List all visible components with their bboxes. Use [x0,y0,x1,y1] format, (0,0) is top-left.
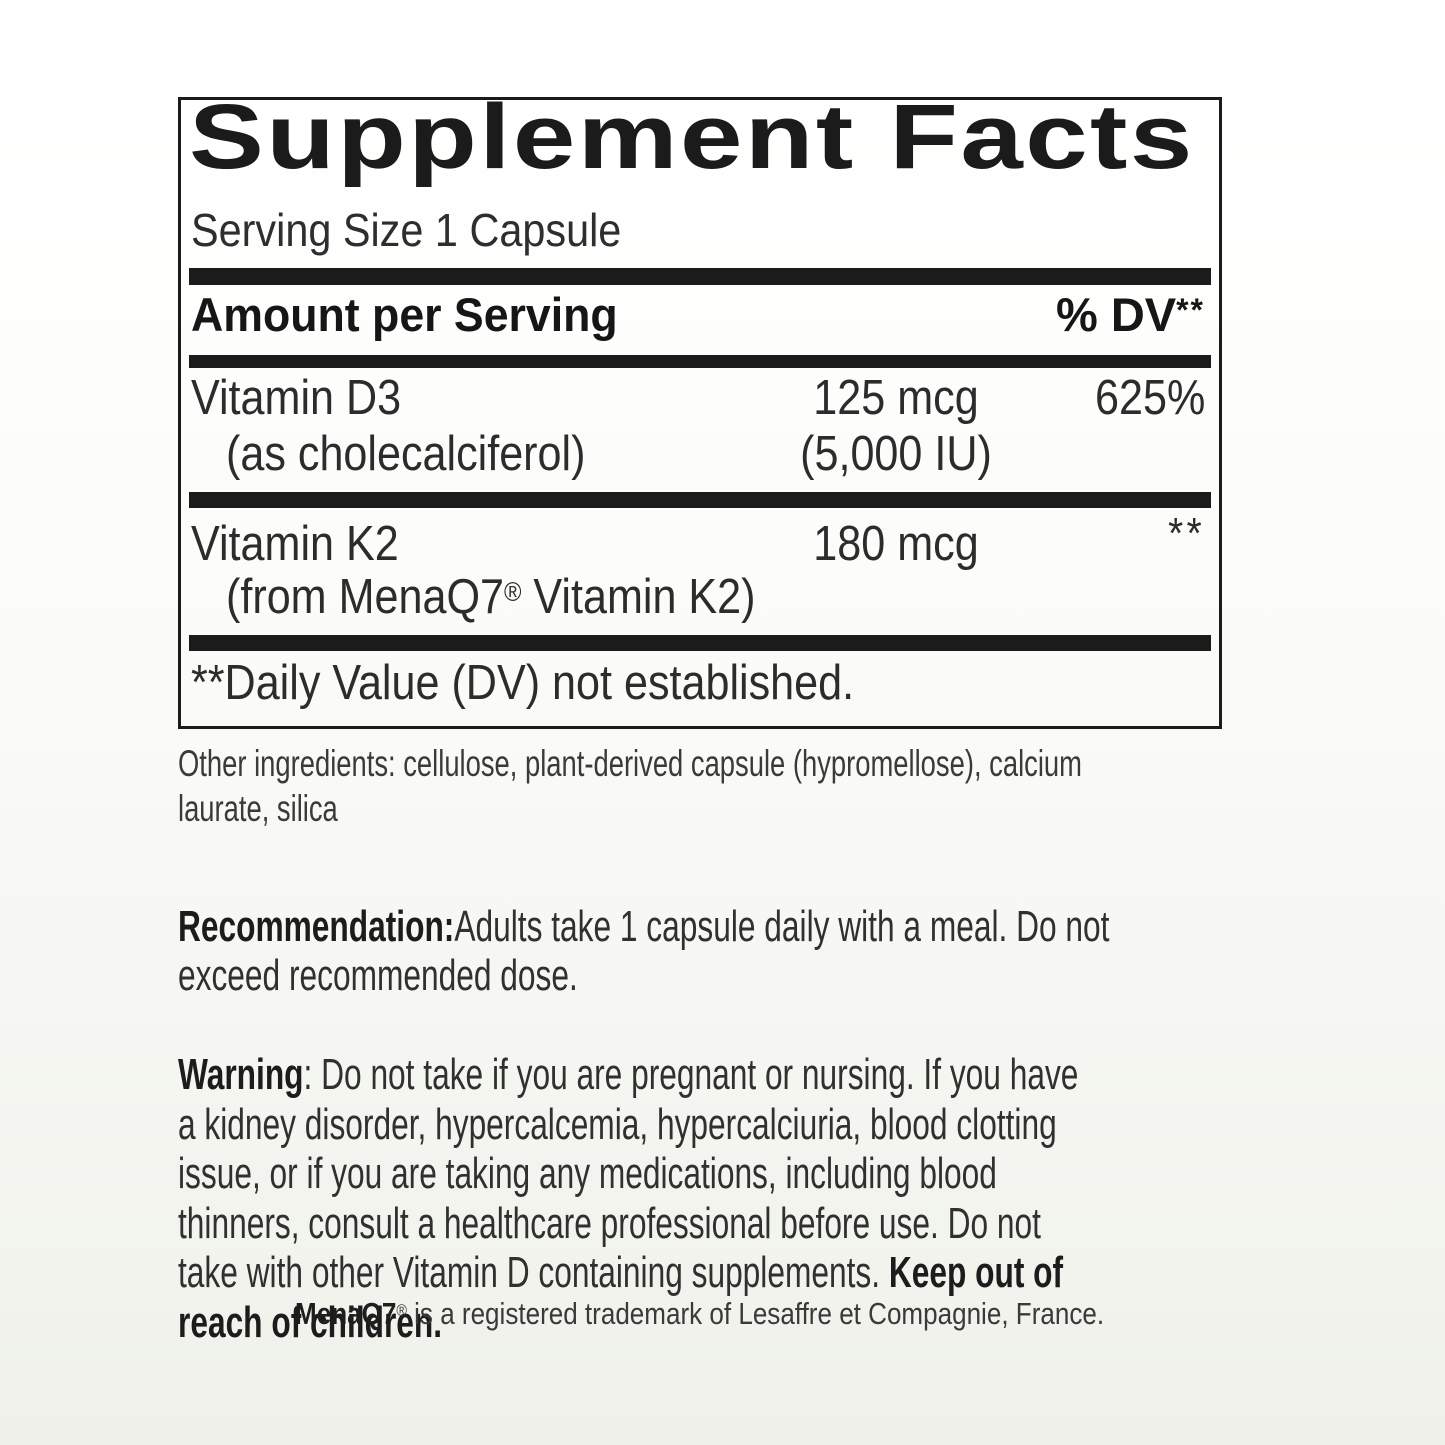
amount-per-serving-header: Amount per Serving [191,288,618,341]
nutrient-name: Vitamin K2 [191,517,399,571]
nutrient-amount: 180 mcg [813,517,979,571]
divider-between-rows [189,492,1211,508]
divider-thick-top [189,268,1211,285]
trademark-brand: MenaQ7 [295,1296,397,1331]
serving-size: Serving Size 1 Capsule [191,204,622,256]
registered-trademark-symbol: ® [396,1301,408,1321]
row-vitamin-d3-detail: (as cholecalciferol) (5,000 IU) [191,426,1205,482]
dv-footnote: **Daily Value (DV) not established. [191,656,855,710]
row-vitamin-k2-detail: (from MenaQ7® Vitamin K2) [191,569,1205,625]
divider-above-footnote [189,635,1211,651]
column-header-row: Amount per Serving % DV** [191,287,1205,343]
divider-under-header [189,355,1211,368]
nutrient-amount: 125 mcg [813,371,979,425]
registered-trademark-symbol: ® [503,576,522,607]
trademark-text: is a registered trademark of Lesaffre et… [407,1296,1105,1331]
nutrient-amount-alt: (5,000 IU) [800,427,992,481]
panel-title: Supplement Facts [189,86,1195,188]
nutrient-dv: 625% [1094,371,1205,425]
trademark-attribution: MenaQ7® is a registered trademark of Les… [178,1296,1222,1337]
supplement-facts-panel: Supplement Facts Serving Size 1 Capsule … [178,89,1222,729]
other-ingredients: Other ingredients: cellulose, plant-deri… [178,743,1082,829]
warning-paragraph: Warning: Do not take if you are pregnant… [178,1050,1330,1347]
recommendation-label: Recommendation: [178,901,455,951]
nutrient-name: Vitamin D3 [191,371,402,425]
warning-label: Warning [178,1050,304,1099]
row-vitamin-d3: Vitamin D3 125 mcg 625% [191,370,1205,426]
nutrient-source: (as cholecalciferol) [226,427,586,481]
warning-bold-tail: Keep out of reach of children. [178,1248,1064,1347]
nutrient-source: (from MenaQ7® Vitamin K2) [226,570,756,624]
recommendation-text: Adults take 1 capsule daily with a meal.… [178,901,1110,1001]
warning-text: : Do not take if you are pregnant or nur… [178,1050,1079,1297]
recommendation-paragraph: Recommendation:Adults take 1 capsule dai… [178,902,1330,1001]
percent-dv-header: % DV** [1055,288,1205,341]
nutrient-dv-footnote-marker: ** [1167,509,1205,558]
usage-text-block: Recommendation:Adults take 1 capsule dai… [178,852,1330,1397]
row-vitamin-k2: Vitamin K2 180 mcg ** [191,509,1205,572]
dv-footnote-marker: ** [1176,292,1205,329]
